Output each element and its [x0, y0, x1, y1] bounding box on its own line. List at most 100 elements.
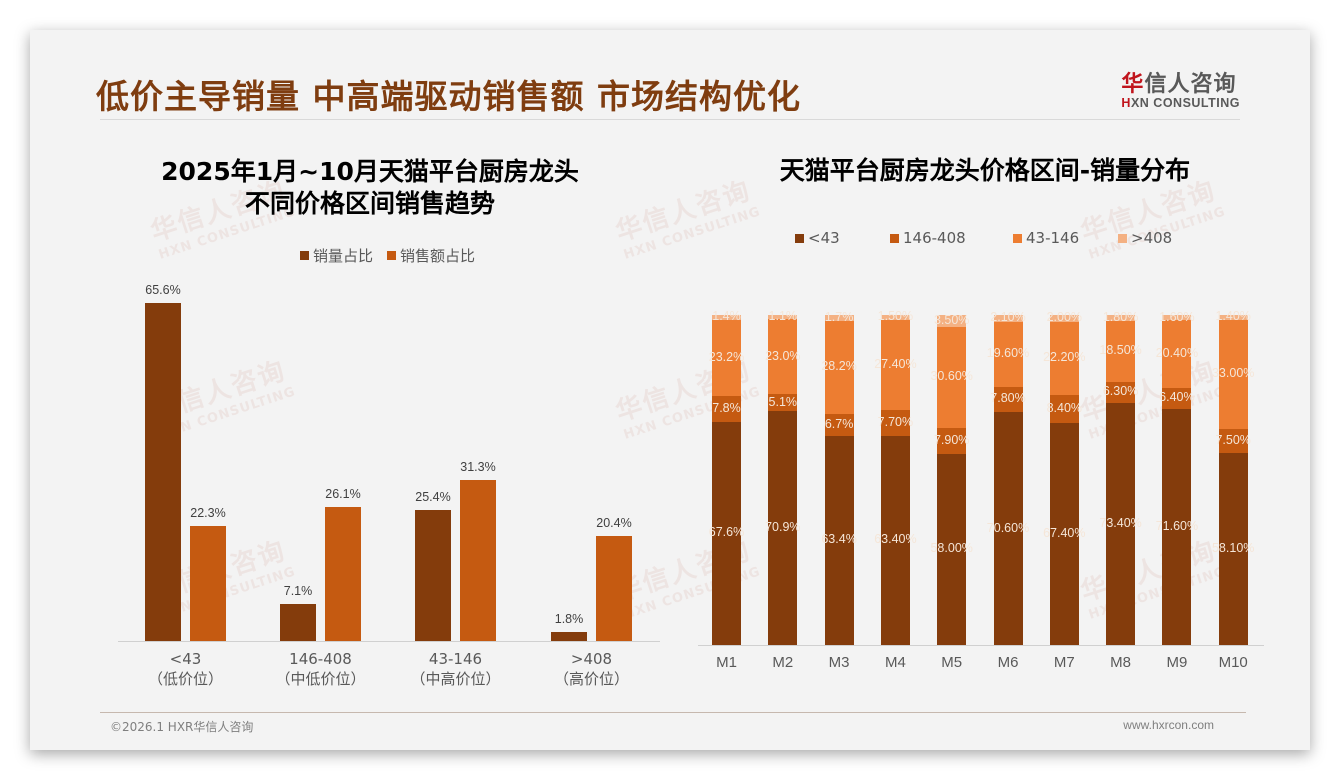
- x-axis-label: M2: [772, 654, 794, 671]
- x-axis-label: M1: [716, 654, 737, 671]
- bar-value-label: 22.3%: [190, 506, 226, 521]
- stack-segment: [1049, 315, 1079, 322]
- stack-segment: [1106, 320, 1136, 382]
- legend-swatch-icon: [1118, 233, 1127, 243]
- stack-segment: [768, 411, 798, 645]
- bar-revenue: [460, 479, 496, 641]
- bar-value-label: 7.1%: [283, 584, 313, 599]
- stack-segment: [937, 427, 967, 454]
- segment-value-label: 30.60%: [930, 369, 973, 384]
- segment-value-label: 58.10%: [1211, 541, 1255, 556]
- right-chart-legend: <43 146-408 43-146 >408: [795, 229, 1198, 247]
- segment-value-label: 33.00%: [1211, 366, 1255, 381]
- bar-revenue: [325, 506, 361, 641]
- watermark-cn: 华信人咨询: [1077, 535, 1220, 608]
- stack-segment: [1049, 394, 1079, 423]
- bar-volume: [145, 303, 181, 641]
- bar-value-label: 20.4%: [596, 515, 632, 530]
- segment-value-label: 70.60%: [986, 520, 1030, 535]
- stack-segment: [712, 421, 741, 645]
- stack-segment: [1162, 408, 1192, 645]
- segment-value-label: 6.40%: [1159, 390, 1195, 405]
- segment-value-label: 7.50%: [1215, 432, 1251, 447]
- bar-value-label: 25.4%: [415, 490, 451, 505]
- category-sublabel: （低价位）: [147, 670, 223, 688]
- x-axis-label: >408 （高价位）: [527, 649, 657, 689]
- stack-segment: [712, 315, 741, 320]
- watermark-en: HXN CONSULTING: [621, 204, 763, 263]
- stack-segment: [937, 326, 967, 428]
- segment-value-label: 5.1%: [768, 394, 798, 409]
- segment-value-label: 2.10%: [990, 310, 1026, 325]
- stack-segment: [824, 435, 854, 645]
- logo-en-red: H: [1121, 96, 1131, 110]
- title-divider: [100, 119, 1240, 120]
- segment-value-label: 6.7%: [824, 416, 854, 431]
- category-label: 43-146: [428, 650, 483, 668]
- stack-segment: [993, 321, 1023, 387]
- stack-segment: [712, 396, 741, 422]
- legend-item-0: <43: [795, 229, 890, 247]
- stack-segment: [1106, 315, 1136, 321]
- stack-segment: [768, 394, 798, 412]
- segment-value-label: 73.40%: [1099, 515, 1142, 530]
- category-label: >408: [570, 650, 613, 668]
- logo-en-rest: XN CONSULTING: [1130, 96, 1240, 110]
- stack-segment: [768, 318, 798, 395]
- segment-value-label: 63.4%: [821, 532, 857, 547]
- segment-value-label: 3.50%: [933, 312, 970, 327]
- stack-segment: [993, 412, 1023, 645]
- left-chart-title-line2: 不同价格区间销售趋势: [244, 189, 495, 218]
- stack-segment: [993, 315, 1023, 322]
- legend-item-1: 销售额占比: [387, 245, 475, 266]
- bar-revenue: [596, 535, 632, 641]
- legend-label: 销量占比: [313, 247, 374, 265]
- segment-value-label: 8.40%: [1046, 400, 1083, 415]
- segment-value-label: 7.80%: [990, 391, 1026, 406]
- segment-value-label: 71.60%: [1155, 518, 1199, 533]
- stack-segment: [993, 386, 1023, 413]
- stack-segment: [1218, 453, 1248, 645]
- segment-value-label: 7.8%: [712, 401, 741, 416]
- stack-segment: [824, 320, 854, 414]
- legend-item-2: 43-146: [1013, 229, 1118, 247]
- x-axis-label: M3: [828, 654, 850, 671]
- segment-value-label: 1.60%: [1159, 309, 1195, 324]
- segment-value-label: 28.2%: [821, 359, 857, 374]
- watermark-en: HXN CONSULTING: [621, 564, 763, 623]
- stack-segment: [1162, 320, 1192, 388]
- segment-value-label: 1.40%: [1215, 309, 1251, 324]
- x-axis-label: M9: [1166, 654, 1188, 671]
- logo-cn-red: 华: [1121, 72, 1145, 97]
- stack-segment: [1162, 387, 1192, 409]
- category-sublabel: （中低价位）: [275, 670, 366, 688]
- x-axis-label: M7: [1053, 654, 1075, 671]
- bar-revenue: [190, 526, 226, 641]
- x-axis-label: 43-146 （中高价位）: [391, 649, 521, 689]
- stack-segment: [1049, 422, 1079, 645]
- segment-value-label: 1.4%: [712, 309, 741, 324]
- segment-value-label: 2.00%: [1046, 310, 1083, 325]
- legend-label: <43: [808, 229, 840, 247]
- stack-segment: [1106, 381, 1136, 403]
- footer-divider: [100, 712, 1246, 713]
- segment-value-label: 23.2%: [708, 349, 745, 364]
- footer-website-link[interactable]: www.hxrcon.com: [1123, 718, 1214, 732]
- legend-swatch-icon: [1013, 233, 1022, 243]
- stack-segment: [937, 453, 967, 645]
- segment-value-label: 7.90%: [933, 432, 970, 447]
- bar-value-label: 26.1%: [325, 486, 361, 501]
- bar-value-label: 1.8%: [554, 611, 584, 626]
- legend-label: 43-146: [1026, 229, 1080, 247]
- stack-segment: [1218, 315, 1248, 320]
- bar-volume: [280, 604, 316, 641]
- logo-cn: 华信人咨询: [1121, 66, 1240, 98]
- page-title: 低价主导销量 中高端驱动销售额 市场结构优化: [96, 77, 801, 116]
- x-axis-label: M8: [1110, 654, 1132, 671]
- segment-value-label: 1.80%: [1102, 309, 1139, 324]
- segment-value-label: 63.40%: [874, 532, 917, 547]
- segment-value-label: 20.40%: [1155, 345, 1199, 360]
- left-chart-title: 2025年1月~10月天猫平台厨房龙头 不同价格区间销售趋势: [100, 156, 640, 220]
- legend-swatch-icon: [300, 251, 309, 260]
- legend-item-0: 销量占比: [300, 245, 373, 266]
